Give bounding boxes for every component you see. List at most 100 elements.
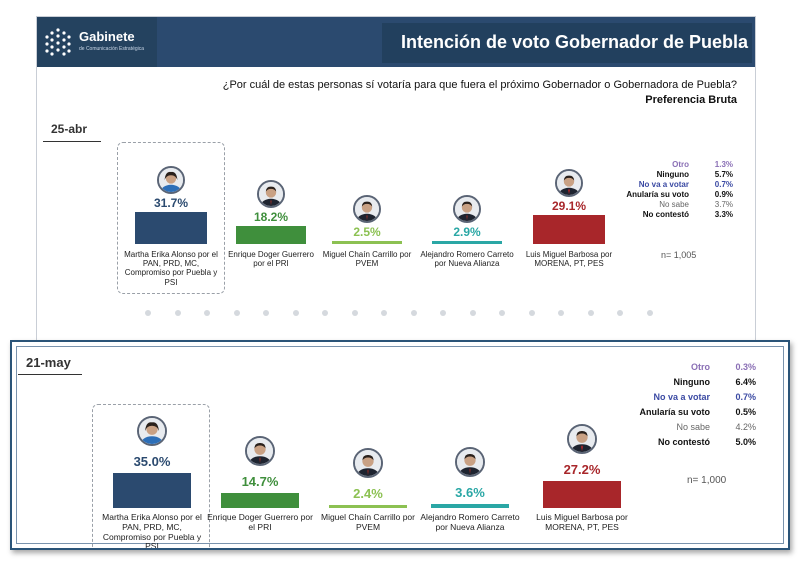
- date-underline: [18, 374, 82, 375]
- tick-label-luis-miguel-barbosa: Luis Miguel Barbosa por MORENA, PT, PES: [525, 250, 613, 269]
- other-label-otro: Otro: [672, 160, 689, 169]
- data-label-alejandro-romero: 3.6%: [455, 485, 485, 501]
- tick-label-miguel-chain: Miguel Chaín Carrillo por PVEM: [320, 512, 415, 532]
- poll-card-25-abr: Gabinete de Comunicación Estratégica Int…: [36, 16, 756, 348]
- tick-label-enrique-doger: Enrique Doger Guerrero por el PRI: [228, 250, 314, 269]
- date-label: 21-may: [26, 355, 71, 370]
- pager-dot: [617, 310, 623, 316]
- pager-dot: [204, 310, 210, 316]
- chart-title: Intención de voto Gobernador de Puebla: [400, 32, 748, 52]
- tick-label-alejandro-romero: Alejandro Romero Carreto por Nueva Alian…: [420, 250, 514, 269]
- tick-label-martha-erika-alonso: Martha Erika Alonso por el PAN, PRD, MC,…: [124, 250, 218, 287]
- chart-subtitle: Preferencia Bruta: [645, 94, 737, 106]
- data-label-alejandro-romero: 2.9%: [453, 225, 481, 239]
- other-value-otro: 0.3%: [735, 362, 756, 372]
- bar-luis-miguel-barbosa: [533, 214, 605, 244]
- tick-label-miguel-chain: Miguel Chaín Carrillo por PVEM: [322, 250, 412, 269]
- pager-dot: [233, 310, 240, 316]
- bar-martha-erika-alonso: [113, 473, 191, 508]
- avatar-martha-erika-alonso: [137, 416, 167, 446]
- bar-alejandro-romero: [431, 504, 509, 508]
- survey-question: ¿Por cuál de estas personas sí votaría p…: [222, 79, 737, 91]
- other-value-no-contesto: 3.3%: [714, 210, 733, 219]
- avatar-alejandro-romero: [453, 195, 481, 223]
- other-value-no-sabe: 3.7%: [714, 200, 733, 209]
- other-label-no-sabe: No sabe: [676, 422, 710, 432]
- bar-martha-erika-alonso: [135, 212, 207, 244]
- brand-name: Gabinete: [79, 29, 135, 44]
- other-value-otro: 1.3%: [714, 160, 733, 169]
- other-label-ninguno: Ninguno: [656, 170, 689, 179]
- data-label-miguel-chain: 2.4%: [353, 486, 383, 501]
- other-value-no-sabe: 4.2%: [735, 422, 756, 432]
- data-label-luis-miguel-barbosa: 29.1%: [551, 198, 587, 213]
- pager-dot: [587, 310, 594, 316]
- logo-block: Gabinete de Comunicación Estratégica: [37, 17, 157, 67]
- pager-dot: [322, 310, 328, 316]
- other-label-no-contesto: No contestó: [657, 437, 710, 447]
- data-label-enrique-doger: 18.2%: [253, 209, 289, 224]
- other-value-anularia: 0.9%: [714, 190, 733, 199]
- avatar-enrique-doger: [257, 179, 285, 208]
- highlight-box: [92, 404, 210, 548]
- brand-subtitle: de Comunicación Estratégica: [79, 46, 145, 52]
- title-panel: Intención de voto Gobernador de Puebla: [382, 23, 752, 63]
- avatar-miguel-chain: [353, 448, 383, 478]
- bar-miguel-chain: [329, 505, 407, 508]
- pager-dot: [469, 310, 476, 316]
- bar-luis-miguel-barbosa: [543, 480, 621, 508]
- tick-label-martha-erika-alonso: Martha Erika Alonso por el PAN, PRD, MC,…: [102, 512, 202, 550]
- data-label-martha-erika-alonso: 35.0%: [133, 454, 171, 469]
- bar-enrique-doger: [236, 225, 306, 244]
- other-value-no-va-a-votar: 0.7%: [714, 180, 733, 189]
- other-value-ninguno: 5.7%: [714, 170, 733, 179]
- data-label-martha-erika-alonso: 31.7%: [153, 196, 189, 211]
- date-underline: [43, 141, 101, 142]
- highlight-box: [117, 142, 225, 294]
- pager-dot: [528, 310, 535, 316]
- poll-card-21-may: 21-may 35.0% Martha Erika Alonso por el PA…: [10, 340, 790, 550]
- avatar-martha-erika-alonso: [157, 166, 185, 195]
- other-label-anularia: Anularía su voto: [626, 190, 689, 199]
- pager-dot: [381, 310, 387, 316]
- pager-dot: [499, 310, 505, 316]
- pager-dot: [646, 310, 653, 316]
- date-label: 25-abr: [51, 122, 88, 136]
- bar-miguel-chain: [332, 241, 402, 244]
- sample-size: n= 1,000: [687, 475, 727, 486]
- other-label-no-va-a-votar: No va a votar: [638, 180, 689, 189]
- pager-dot: [410, 310, 417, 316]
- data-label-miguel-chain: 2.5%: [353, 225, 381, 239]
- pager-dot: [558, 310, 564, 316]
- other-value-no-va-a-votar: 0.7%: [735, 392, 756, 402]
- data-label-luis-miguel-barbosa: 27.2%: [563, 461, 601, 477]
- other-value-anularia: 0.5%: [735, 407, 756, 417]
- other-label-ninguno: Ninguno: [673, 377, 711, 387]
- pager-dot: [174, 310, 181, 316]
- other-value-ninguno: 6.4%: [735, 377, 756, 387]
- other-label-anularia: Anularía su voto: [639, 407, 710, 417]
- tick-label-luis-miguel-barbosa: Luis Miguel Barbosa por MORENA, PT, PES: [536, 512, 628, 532]
- pager-dot: [351, 310, 358, 316]
- pager-dot: [292, 310, 299, 316]
- data-label-enrique-doger: 14.7%: [241, 474, 279, 490]
- other-label-no-sabe: No sabe: [659, 200, 689, 209]
- tick-label-enrique-doger: Enrique Doger Guerrero por el PRI: [207, 512, 313, 532]
- other-label-no-contesto: No contestó: [642, 210, 689, 219]
- bar-alejandro-romero: [432, 241, 502, 244]
- avatar-luis-miguel-barbosa: [555, 168, 583, 197]
- pager-dot: [263, 310, 269, 316]
- header-bar: Gabinete de Comunicación Estratégica Int…: [37, 17, 755, 67]
- avatar-luis-miguel-barbosa: [567, 423, 597, 454]
- other-label-otro: Otro: [691, 362, 710, 372]
- tick-label-alejandro-romero: Alejandro Romero Carreto por Nueva Alian…: [420, 512, 520, 532]
- pager-dot: [145, 310, 151, 316]
- gabinete-logo-icon: [45, 28, 71, 56]
- card-inner-border: [16, 346, 784, 544]
- sample-size: n= 1,005: [661, 250, 697, 260]
- avatar-enrique-doger: [245, 436, 275, 467]
- avatar-alejandro-romero: [455, 447, 485, 478]
- other-value-no-contesto: 5.0%: [735, 437, 756, 447]
- other-label-no-va-a-votar: No va a votar: [653, 392, 710, 402]
